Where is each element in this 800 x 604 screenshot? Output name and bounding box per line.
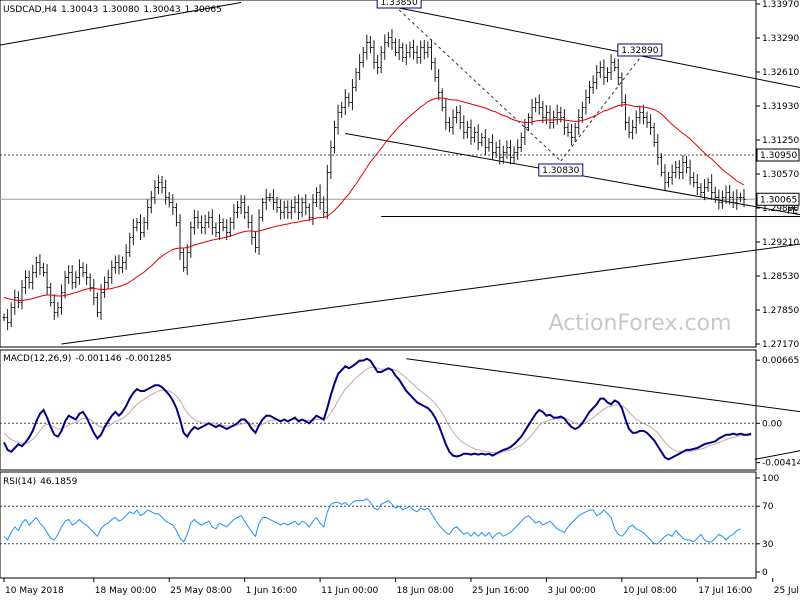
price-y-tick-label: 1.33290 [762, 34, 799, 44]
fib-extension-label: FE 100.0 [787, 207, 800, 217]
rsi-layer [0, 498, 756, 545]
macd-layer [0, 357, 800, 461]
price-annotation-box [376, 0, 422, 9]
x-tick-label: 10 May 2018 [5, 586, 64, 596]
x-tick-label: 10 Jul 08:00 [623, 586, 677, 596]
price-annotation-label: 1.30830 [542, 166, 579, 176]
rsi-y-tick-label: 0 [762, 568, 768, 578]
rsi-y-tick-label: 70 [762, 502, 774, 512]
current-price-box [756, 192, 800, 206]
price-y-tick-label: 1.27850 [762, 306, 799, 316]
macd-readout-signal: -0.001285 [126, 354, 172, 364]
macd-title: MACD(12,26,9) -0.001146 -0.001285 [3, 354, 172, 364]
macd-signal-line [3, 366, 752, 454]
macd-main-line [3, 357, 752, 461]
upper-channel-line [0, 2, 242, 46]
price-title: USDCAD,H4 1.30043 1.30080 1.30043 1.30065 [3, 5, 222, 15]
macd-lower-trendline [754, 450, 800, 460]
axis-layer: 1.33970 1.33290 1.32610 1.31930 1.31250 1.305… [3, 0, 800, 596]
price-y-tick-label: 1.30570 [762, 170, 799, 180]
ohlc-open: 1.30043 [61, 5, 98, 15]
x-tick-label: 25 Jul 00:00 [774, 586, 800, 596]
price-y-tick-label: 1.28530 [762, 272, 799, 282]
price-title-symbol: USDCAD,H4 [3, 5, 57, 15]
macd-title-name: MACD(12,26,9) [3, 354, 71, 364]
rsi-readout: 46.1859 [40, 477, 77, 487]
x-tick-label: 25 Jun 16:00 [472, 586, 529, 596]
x-tick-label: 18 May 00:00 [95, 586, 157, 596]
price-annotation-label: 1.32890 [621, 46, 658, 56]
macd-readout-main: -0.001146 [75, 354, 121, 364]
rsi-panel-frame [0, 471, 757, 579]
price-y-tick-label: 1.29890 [762, 204, 799, 214]
price-y-tick-label: 1.31250 [762, 136, 799, 146]
ohlc-high: 1.30080 [102, 5, 139, 15]
lower-channel-line [61, 243, 800, 345]
x-tick-label: 25 May 08:00 [170, 586, 232, 596]
price-y-tick-label: 1.27170 [762, 340, 799, 350]
falling-channel-lower-line [345, 133, 800, 216]
price-annotation-box [538, 163, 584, 177]
price-y-tick-label: 1.29210 [762, 238, 799, 248]
price-y-tick-label: 1.33970 [762, 0, 799, 10]
swing-line-up [560, 57, 641, 162]
resistance-level-label: 1.30950 [760, 151, 797, 161]
rsi-title: RSI(14) 46.1859 [3, 477, 78, 487]
x-tick-label: 17 Jul 16:00 [698, 586, 752, 596]
rsi-line [3, 498, 741, 545]
moving-average-line [3, 97, 745, 301]
price-annotation-label: 1.33850 [381, 0, 418, 8]
ohlc-close: 1.30065 [185, 5, 222, 15]
macd-y-tick-label: -0.004145 [762, 459, 800, 469]
price-y-tick-label: 1.31930 [762, 102, 799, 112]
x-tick-label: 11 Jun 00:00 [321, 586, 378, 596]
x-tick-label: 18 Jun 08:00 [397, 586, 454, 596]
macd-upper-trendline [406, 358, 800, 413]
resistance-level-box [756, 148, 800, 162]
current-price-label: 1.30065 [760, 195, 797, 205]
falling-channel-upper-line [399, 7, 800, 89]
x-tick-label: 3 Jul 00:00 [547, 586, 596, 596]
macd-panel-frame [0, 349, 757, 471]
ohlc-low: 1.30043 [143, 5, 180, 15]
macd-y-tick-label: 0.00 [762, 419, 782, 429]
price-y-tick-label: 1.32610 [762, 68, 799, 78]
rsi-y-tick-label: 100 [762, 474, 779, 484]
rsi-y-tick-label: 30 [762, 540, 774, 550]
macd-y-tick-label: 0.006651 [762, 356, 800, 366]
watermark: ActionForex.com [549, 311, 732, 336]
swing-line-down [398, 9, 562, 162]
rsi-title-name: RSI(14) [3, 477, 36, 487]
price-annotation-box [617, 43, 663, 57]
price-layer: FE 100.0 1.33850 1.32890 1.30830 [0, 0, 800, 345]
x-tick-label: 1 Jun 16:00 [246, 586, 298, 596]
